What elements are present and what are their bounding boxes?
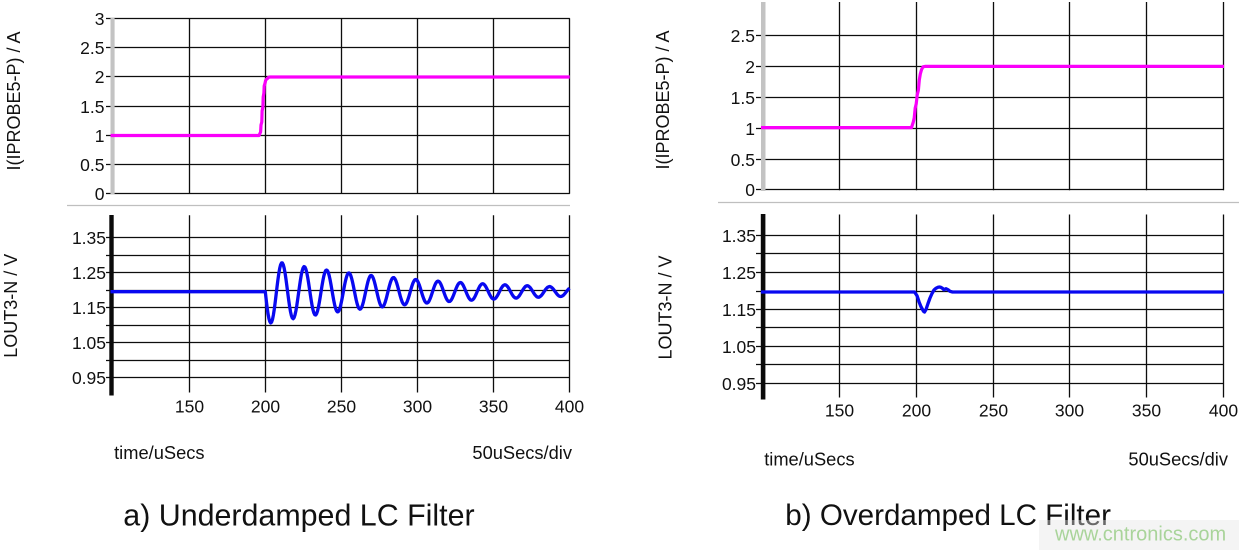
svg-text:I(IPROBE5-P) / A: I(IPROBE5-P) / A [4,31,24,170]
svg-text:1.5: 1.5 [80,97,104,117]
svg-text:2: 2 [95,67,105,87]
svg-text:300: 300 [403,397,432,417]
svg-text:250: 250 [327,397,356,417]
svg-text:LOUT3-N / V: LOUT3-N / V [655,255,675,359]
svg-text:0.5: 0.5 [80,155,104,175]
svg-text:50uSecs/div: 50uSecs/div [472,442,572,463]
svg-text:LOUT3-N / V: LOUT3-N / V [1,254,21,358]
svg-text:www.cntronics.com: www.cntronics.com [1054,524,1226,546]
svg-text:0.95: 0.95 [722,374,756,394]
svg-text:300: 300 [1055,401,1084,421]
svg-text:350: 350 [479,397,508,417]
svg-text:0: 0 [95,184,105,204]
svg-text:1.25: 1.25 [722,263,756,283]
svg-text:time/uSecs: time/uSecs [764,448,854,469]
svg-text:1: 1 [745,119,755,139]
svg-text:1.25: 1.25 [72,263,106,283]
svg-text:1.5: 1.5 [731,88,755,108]
svg-text:time/uSecs: time/uSecs [114,442,204,463]
svg-text:2.5: 2.5 [80,38,104,58]
svg-text:50uSecs/div: 50uSecs/div [1128,448,1228,469]
svg-text:a) Underdamped LC Filter: a) Underdamped LC Filter [123,498,474,532]
svg-text:b) Overdamped LC Filter: b) Overdamped LC Filter [785,499,1111,532]
svg-text:200: 200 [902,401,931,421]
svg-text:400: 400 [1209,401,1238,421]
svg-text:0: 0 [745,180,755,200]
svg-text:2.5: 2.5 [731,26,755,46]
svg-text:150: 150 [175,397,204,417]
svg-text:150: 150 [825,401,854,421]
svg-text:2: 2 [745,57,755,77]
svg-text:0.95: 0.95 [72,368,106,388]
svg-text:1.15: 1.15 [72,298,106,318]
svg-text:1.05: 1.05 [72,333,106,353]
svg-text:0.5: 0.5 [731,150,755,170]
svg-text:1.05: 1.05 [722,337,756,357]
svg-text:3: 3 [95,9,105,29]
svg-text:1.15: 1.15 [722,300,756,320]
svg-text:1.35: 1.35 [72,228,106,248]
svg-text:250: 250 [979,401,1008,421]
svg-text:400: 400 [555,397,584,417]
svg-text:350: 350 [1132,401,1161,421]
svg-text:200: 200 [251,397,280,417]
svg-text:1: 1 [95,126,105,146]
svg-text:1.35: 1.35 [722,226,756,246]
svg-text:I(IPROBE5-P) / A: I(IPROBE5-P) / A [653,30,673,169]
